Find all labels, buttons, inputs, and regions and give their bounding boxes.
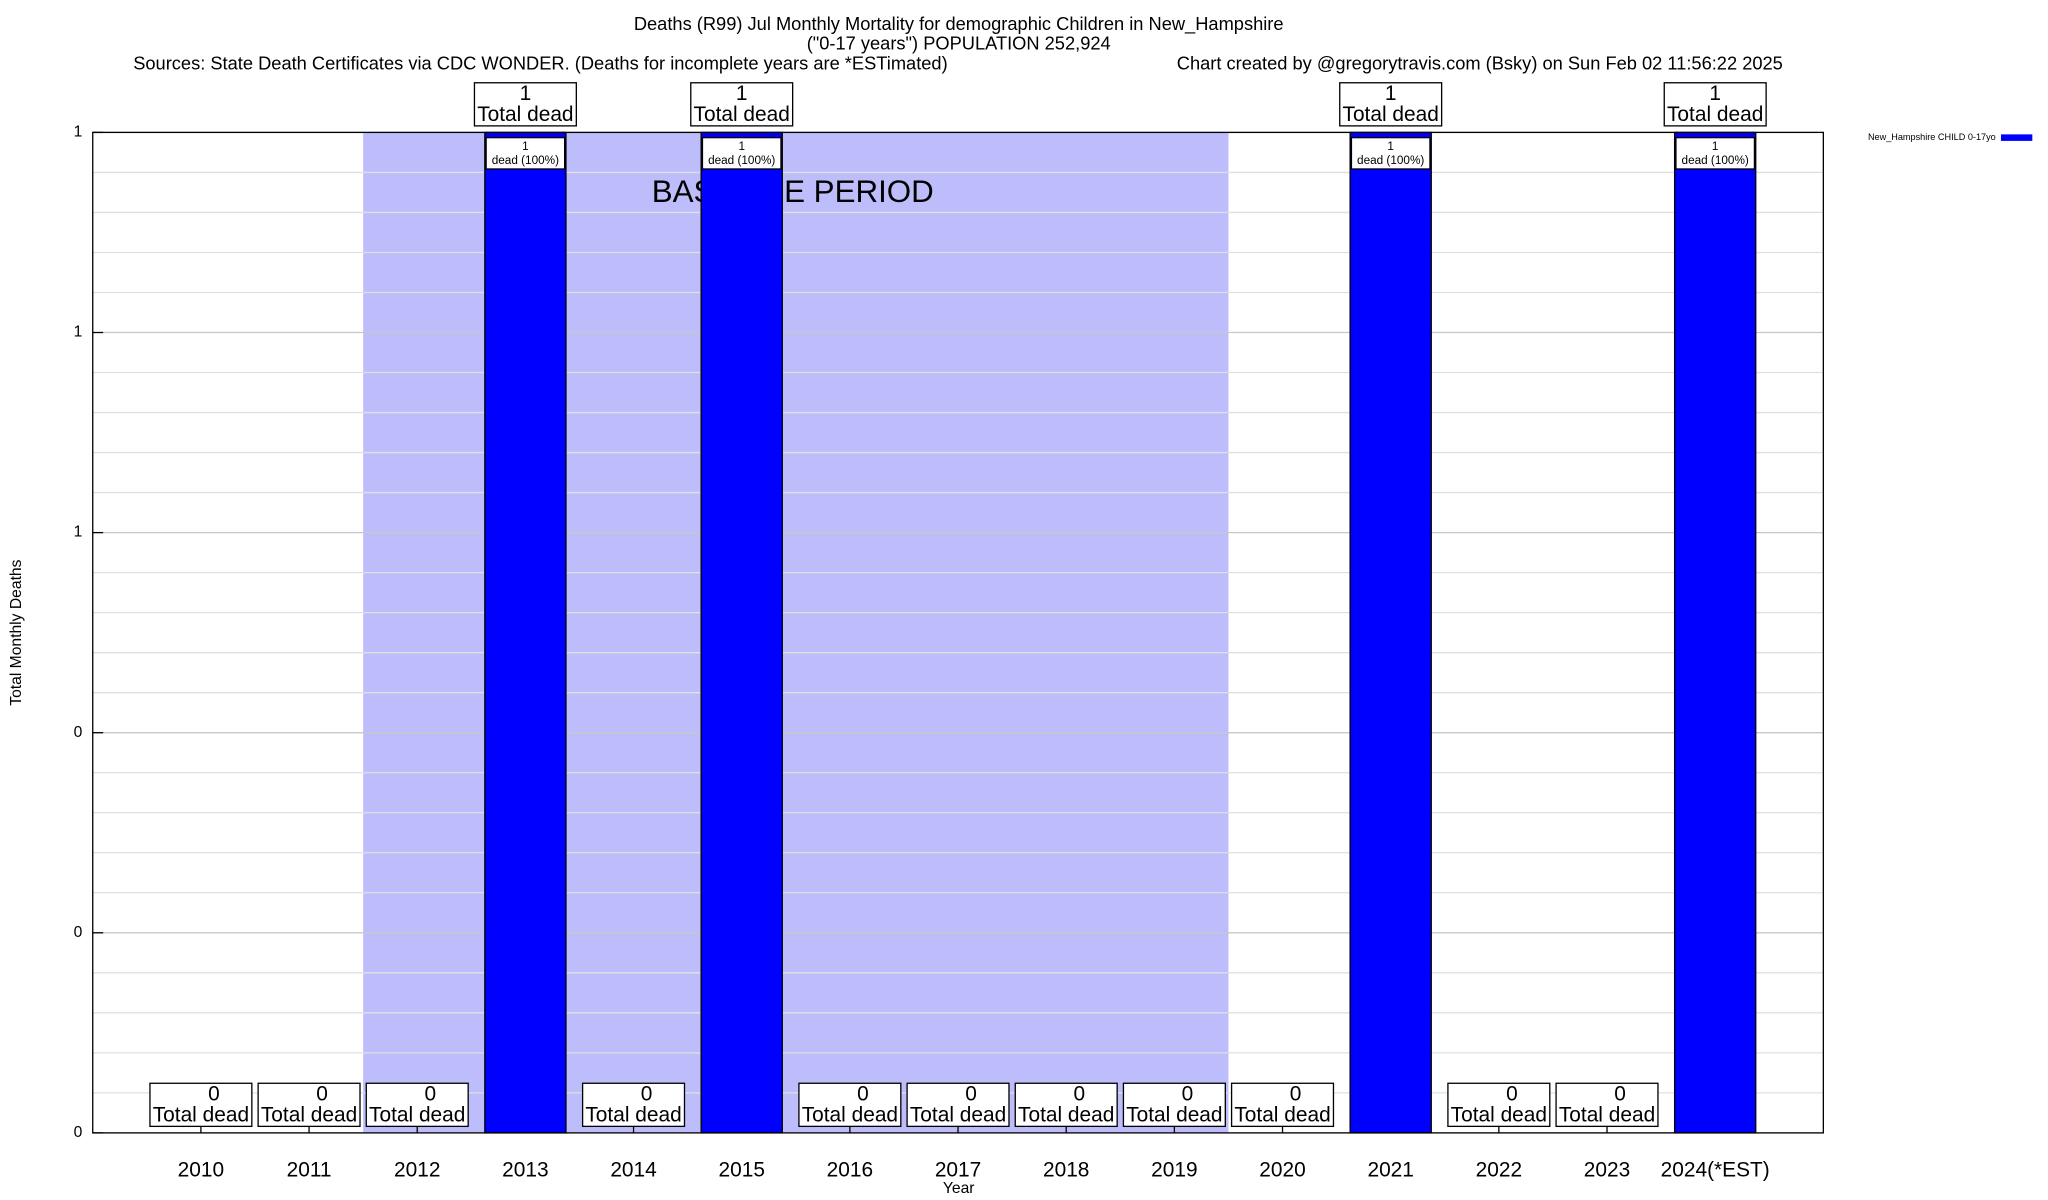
total-label-box xyxy=(1555,1082,1659,1128)
total-label-box xyxy=(1447,1082,1551,1128)
inner-value-label: 1 xyxy=(738,140,745,153)
bar xyxy=(484,131,567,1134)
total-value-label: 0 xyxy=(1614,1083,1626,1106)
total-value-label: 0 xyxy=(857,1083,869,1106)
total-text-label: Total dead xyxy=(153,1103,249,1126)
total-text-label: Total dead xyxy=(1667,103,1763,126)
bar xyxy=(700,131,783,1134)
total-label-box xyxy=(690,82,794,127)
credit-note: Chart created by @gregorytravis.com (Bsk… xyxy=(1177,52,1783,73)
total-text-label: Total dead xyxy=(1018,1103,1114,1126)
x-tick-label: 2016 xyxy=(827,1158,873,1181)
inner-share-label: dead (100%) xyxy=(1357,154,1424,167)
total-label-box xyxy=(1339,82,1443,127)
total-label-box xyxy=(473,82,577,127)
y-tick-label: 1 xyxy=(74,324,83,341)
total-value-label: 1 xyxy=(520,82,532,105)
total-label-box xyxy=(1663,82,1767,127)
x-tick-label: 2014 xyxy=(610,1158,656,1181)
total-value-label: 0 xyxy=(1290,1083,1302,1106)
legend-label: New_Hampshire CHILD 0-17yo xyxy=(1868,132,1996,142)
total-text-label: Total dead xyxy=(477,103,573,126)
total-value-label: 0 xyxy=(1073,1083,1085,1106)
y-tick-label: 1 xyxy=(74,524,83,541)
total-label-box xyxy=(149,1082,253,1128)
inner-value-label: 1 xyxy=(1712,140,1719,153)
total-value-label: 1 xyxy=(1709,82,1721,105)
x-tick-label: 2013 xyxy=(502,1158,548,1181)
x-tick-label: 2010 xyxy=(178,1158,224,1181)
total-label-box xyxy=(1014,1082,1118,1128)
total-label-box xyxy=(906,1082,1010,1128)
total-value-label: 0 xyxy=(1182,1083,1194,1106)
total-value-label: 0 xyxy=(316,1083,328,1106)
x-tick-label: 2020 xyxy=(1259,1158,1305,1181)
inner-share-label: dead (100%) xyxy=(1682,154,1749,167)
total-text-label: Total dead xyxy=(261,1103,357,1126)
y-tick-label: 1 xyxy=(74,124,83,141)
total-value-label: 1 xyxy=(1385,82,1397,105)
total-text-label: Total dead xyxy=(1343,103,1439,126)
chart-subtitle: ("0-17 years") POPULATION 252,924 xyxy=(807,33,1111,54)
legend-swatch xyxy=(2000,134,2033,141)
x-tick-label: 2023 xyxy=(1584,1158,1630,1181)
x-tick-label: 2015 xyxy=(718,1158,764,1181)
inner-label-box xyxy=(701,136,782,170)
total-label-box xyxy=(257,1082,361,1128)
total-text-label: Total dead xyxy=(1559,1103,1655,1126)
inner-share-label: dead (100%) xyxy=(492,154,559,167)
total-value-label: 0 xyxy=(965,1083,977,1106)
x-tick-label: 2019 xyxy=(1151,1158,1197,1181)
total-text-label: Total dead xyxy=(1126,1103,1222,1126)
total-label-box xyxy=(1230,1082,1335,1128)
total-value-label: 0 xyxy=(424,1083,436,1106)
inner-share-label: dead (100%) xyxy=(708,154,775,167)
total-text-label: Total dead xyxy=(802,1103,898,1126)
x-axis-label: Year xyxy=(943,1180,975,1197)
y-axis-label: Total Monthly Deaths xyxy=(8,559,25,705)
bar xyxy=(1349,131,1432,1134)
chart-title: Deaths (R99) Jul Monthly Mortality for d… xyxy=(634,13,1284,35)
total-text-label: Total dead xyxy=(585,1103,681,1126)
total-value-label: 0 xyxy=(641,1083,653,1106)
y-tick-label: 0 xyxy=(74,1124,83,1141)
x-tick-label: 2012 xyxy=(394,1158,440,1181)
bar xyxy=(1673,131,1757,1134)
total-label-box xyxy=(798,1082,902,1128)
inner-value-label: 1 xyxy=(522,140,529,153)
total-value-label: 0 xyxy=(1506,1083,1518,1106)
x-tick-label: 2024(*EST) xyxy=(1661,1158,1770,1181)
total-text-label: Total dead xyxy=(369,1103,465,1126)
inner-label-box xyxy=(1350,136,1431,170)
x-tick-label: 2017 xyxy=(935,1158,981,1181)
total-label-box xyxy=(365,1082,469,1128)
x-tick-label: 2022 xyxy=(1476,1158,1522,1181)
x-tick-label: 2021 xyxy=(1367,1158,1413,1181)
inner-label-box xyxy=(485,136,566,170)
inner-value-label: 1 xyxy=(1387,140,1394,153)
total-label-box xyxy=(581,1082,686,1128)
x-tick-label: 2011 xyxy=(287,1158,332,1181)
total-text-label: Total dead xyxy=(1451,1103,1547,1126)
total-text-label: Total dead xyxy=(1234,1103,1330,1126)
inner-label-box xyxy=(1675,136,1756,170)
total-text-label: Total dead xyxy=(694,103,790,126)
baseline-label: BASELINE PERIOD xyxy=(652,174,934,209)
source-note: Sources: State Death Certificates via CD… xyxy=(133,52,947,73)
y-tick-label: 0 xyxy=(74,724,83,741)
plot-frame xyxy=(92,131,1824,1134)
total-label-box xyxy=(1122,1082,1226,1128)
y-tick-label: 0 xyxy=(74,924,83,941)
total-value-label: 0 xyxy=(208,1083,220,1106)
total-text-label: Total dead xyxy=(910,1103,1006,1126)
total-value-label: 1 xyxy=(736,82,748,105)
x-tick-label: 2018 xyxy=(1043,1158,1089,1181)
